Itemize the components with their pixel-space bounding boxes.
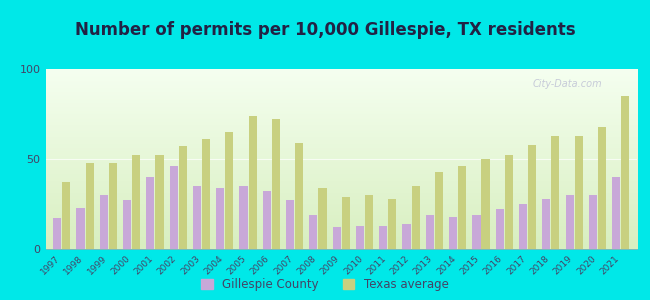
Bar [496, 209, 504, 249]
Bar [482, 159, 489, 249]
Bar [612, 177, 620, 249]
Bar [132, 155, 140, 249]
Bar [388, 199, 396, 249]
Bar [551, 136, 560, 249]
Bar [575, 136, 583, 249]
Bar [248, 116, 257, 249]
Bar [193, 186, 201, 249]
Bar [295, 143, 304, 249]
Bar [519, 204, 527, 249]
Bar [542, 199, 551, 249]
Bar [179, 146, 187, 249]
Bar [621, 96, 629, 249]
Bar [202, 139, 210, 249]
Bar [239, 186, 248, 249]
Bar [435, 172, 443, 249]
Bar [62, 182, 70, 249]
Bar [226, 132, 233, 249]
Bar [99, 195, 108, 249]
Bar [109, 163, 117, 249]
Bar [155, 155, 164, 249]
Bar [286, 200, 294, 249]
Bar [333, 227, 341, 249]
Bar [598, 127, 606, 249]
Bar [309, 215, 317, 249]
Bar [216, 188, 224, 249]
Bar [263, 191, 271, 249]
Bar [411, 186, 420, 249]
Bar [356, 226, 364, 249]
Bar [342, 197, 350, 249]
Bar [426, 215, 434, 249]
Text: City-Data.com: City-Data.com [533, 79, 603, 89]
Bar [589, 195, 597, 249]
Bar [379, 226, 387, 249]
Bar [272, 119, 280, 249]
Bar [365, 195, 373, 249]
Bar [505, 155, 513, 249]
Legend: Gillespie County, Texas average: Gillespie County, Texas average [202, 278, 448, 291]
Bar [146, 177, 155, 249]
Bar [77, 208, 85, 249]
Bar [402, 224, 411, 249]
Text: Number of permits per 10,000 Gillespie, TX residents: Number of permits per 10,000 Gillespie, … [75, 21, 575, 39]
Bar [566, 195, 574, 249]
Bar [123, 200, 131, 249]
Bar [170, 166, 177, 249]
Bar [528, 145, 536, 249]
Bar [53, 218, 61, 249]
Bar [449, 217, 457, 249]
Bar [458, 166, 466, 249]
Bar [473, 215, 480, 249]
Bar [86, 163, 94, 249]
Bar [318, 188, 326, 249]
